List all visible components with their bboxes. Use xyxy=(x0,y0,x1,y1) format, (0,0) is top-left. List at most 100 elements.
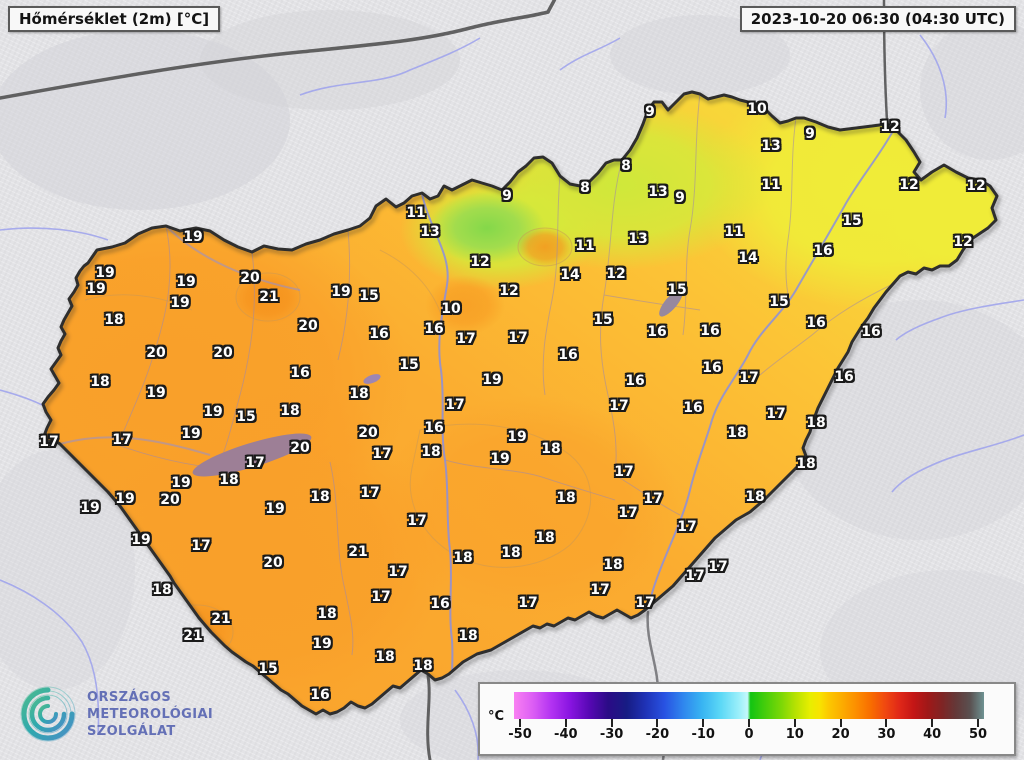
station-temp-label: 21 xyxy=(259,289,279,305)
station-temp-label: 17 xyxy=(518,595,538,611)
station-temp-label: 12 xyxy=(880,119,900,135)
station-temp-label: 19 xyxy=(203,404,223,420)
station-temp-label: 17 xyxy=(590,582,610,598)
station-temp-label: 20 xyxy=(213,345,233,361)
station-temp-label: 18 xyxy=(90,374,110,390)
station-temp-label: 18 xyxy=(152,582,172,598)
station-temp-label: 20 xyxy=(146,345,166,361)
station-temp-label: 18 xyxy=(806,415,826,431)
station-temp-label: 19 xyxy=(490,451,510,467)
station-temp-label: 16 xyxy=(702,360,722,376)
station-temp-label: 19 xyxy=(170,295,190,311)
station-temp-label: 16 xyxy=(861,324,881,340)
station-temp-label: 20 xyxy=(240,270,260,286)
legend-tick-label: 20 xyxy=(831,727,850,742)
station-temp-label: 15 xyxy=(399,357,419,373)
station-temp-label: 18 xyxy=(501,545,521,561)
legend-tick xyxy=(656,719,659,727)
temperature-legend: °C -50 -40 -30 -20 -10 0 10 20 30 40 50 xyxy=(478,682,1016,756)
station-temp-label: 18 xyxy=(349,386,369,402)
station-temp-label: 16 xyxy=(424,420,444,436)
station-temp-label: 17 xyxy=(371,589,391,605)
station-temp-label: 16 xyxy=(625,373,645,389)
legend-tick-label: 50 xyxy=(968,727,988,742)
station-temp-label: 13 xyxy=(420,224,440,240)
station-temp-label: 19 xyxy=(171,475,191,491)
station-temp-label: 12 xyxy=(899,177,919,193)
station-temp-label: 19 xyxy=(86,281,106,297)
station-temp-label: 8 xyxy=(621,158,631,174)
station-temp-label: 17 xyxy=(766,406,786,422)
station-temp-label: 17 xyxy=(614,464,634,480)
station-temp-label: 17 xyxy=(456,331,476,347)
station-temp-label: 16 xyxy=(806,315,826,331)
logo-text-line: METEOROLÓGIAI xyxy=(87,706,214,722)
station-temp-label: 16 xyxy=(558,347,578,363)
station-temp-label: 21 xyxy=(183,628,203,644)
station-temp-label: 17 xyxy=(708,559,728,575)
station-temp-label: 18 xyxy=(796,456,816,472)
legend-tick-label: -50 xyxy=(508,727,532,742)
legend-tick-label: -30 xyxy=(599,727,624,742)
station-temp-label: 15 xyxy=(667,282,687,298)
station-temp-label: 17 xyxy=(643,491,663,507)
legend-tick-label: 10 xyxy=(785,727,804,742)
station-temp-label: 20 xyxy=(160,492,180,508)
station-temp-label: 13 xyxy=(761,138,781,154)
station-temp-label: 18 xyxy=(219,472,239,488)
station-temp-label: 19 xyxy=(115,491,135,507)
station-temp-label: 19 xyxy=(507,429,527,445)
station-temp-label: 14 xyxy=(560,267,580,283)
legend-tick-label: 0 xyxy=(744,727,754,742)
station-temp-label: 12 xyxy=(499,283,519,299)
station-temp-label: 18 xyxy=(745,489,765,505)
station-temp-label: 18 xyxy=(453,550,473,566)
station-temp-label: 19 xyxy=(146,385,166,401)
station-temp-label: 16 xyxy=(290,365,310,381)
station-temp-label: 21 xyxy=(211,611,231,627)
rivers xyxy=(59,111,904,679)
station-temp-label: 19 xyxy=(176,274,196,290)
omsz-branding: ORSZÁGOS METEOROLÓGIAI SZOLGÁLAT xyxy=(18,684,213,744)
legend-tick xyxy=(564,719,567,727)
station-temp-label: 17 xyxy=(677,519,697,535)
station-temp-label: 17 xyxy=(609,398,629,414)
legend-gradient-bar xyxy=(514,692,984,719)
station-temp-label: 18 xyxy=(280,403,300,419)
legend-ticks xyxy=(519,719,979,727)
station-temp-label: 18 xyxy=(458,628,478,644)
station-temp-label: 17 xyxy=(245,455,265,471)
station-temp-label: 17 xyxy=(39,434,59,450)
station-temp-label: 19 xyxy=(80,500,100,516)
station-temp-label: 18 xyxy=(535,530,555,546)
station-temp-label: 15 xyxy=(236,409,256,425)
legend-tick-label: 40 xyxy=(923,727,942,742)
legend-tick xyxy=(519,719,521,727)
map-title: Hőmérséklet (2m) [°C] xyxy=(8,6,221,32)
station-temp-label: 11 xyxy=(575,238,595,254)
station-temp-label: 18 xyxy=(317,606,337,622)
station-temp-label: 19 xyxy=(131,532,151,548)
map-timestamp: 2023-10-20 06:30 (04:30 UTC) xyxy=(739,6,1016,32)
station-temp-label: 18 xyxy=(541,441,561,457)
station-temp-label: 17 xyxy=(372,446,392,462)
station-temp-label: 12 xyxy=(953,234,973,250)
station-temp-label: 15 xyxy=(842,213,862,229)
station-temp-label: 13 xyxy=(628,231,648,247)
legend-tick xyxy=(885,719,888,727)
legend-tick xyxy=(793,719,796,727)
station-temp-label: 19 xyxy=(181,426,201,442)
legend-tick-labels: -50 -40 -30 -20 -10 0 10 20 30 40 50 xyxy=(508,727,987,743)
station-temp-label: 11 xyxy=(761,177,781,193)
station-temp-label: 16 xyxy=(430,596,450,612)
omsz-swirl-logo-icon xyxy=(20,686,76,742)
station-temp-label: 17 xyxy=(635,595,655,611)
station-temp-label: 17 xyxy=(618,505,638,521)
legend-unit-label: °C xyxy=(488,709,505,724)
station-temp-label: 20 xyxy=(263,555,283,571)
station-temp-label: 17 xyxy=(685,568,705,584)
station-temp-label: 18 xyxy=(310,489,330,505)
station-temp-label: 18 xyxy=(421,444,441,460)
station-temp-label: 17 xyxy=(407,513,427,529)
